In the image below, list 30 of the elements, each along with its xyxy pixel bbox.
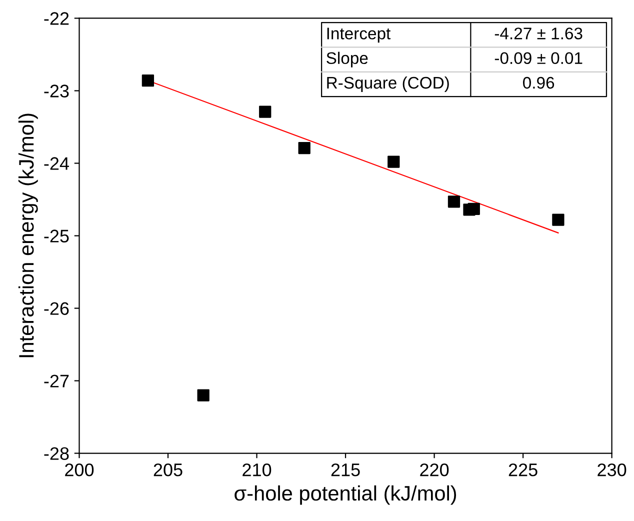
x-tick-label: 220 xyxy=(420,463,449,476)
x-tick-label: 200 xyxy=(65,463,94,476)
x-tick-label: 215 xyxy=(331,463,360,476)
x-tick-label: 210 xyxy=(242,463,272,476)
point xyxy=(552,214,564,226)
point xyxy=(448,196,460,208)
annotation: 0.96 xyxy=(523,76,554,89)
annotation: R-Square (COD) xyxy=(327,76,449,92)
y-tick-label: -25 xyxy=(44,230,69,242)
y-tick-label: -22 xyxy=(44,12,69,25)
point xyxy=(388,156,400,168)
point xyxy=(197,389,210,402)
y-tick-label: -23 xyxy=(44,84,69,98)
point xyxy=(468,202,480,215)
y-axis-title: Interaction energy (kJ/mol) xyxy=(18,114,38,358)
annotation: -4.27 ± 1.63 xyxy=(494,28,582,40)
point xyxy=(259,106,272,118)
point xyxy=(298,142,310,154)
x-axis-title: σ-hole potential (kJ/mol) xyxy=(234,485,456,505)
annotation: Intercept xyxy=(327,28,391,43)
y-tick-label: -26 xyxy=(44,302,69,315)
y-tick-label: -27 xyxy=(44,374,69,388)
y-tick-label: -28 xyxy=(44,447,69,460)
x-tick-label: 225 xyxy=(508,463,538,476)
x-tick-label: 205 xyxy=(154,463,182,476)
y-tick-label: -24 xyxy=(44,157,69,170)
point xyxy=(142,74,154,87)
annotation: -0.09 ± 0.01 xyxy=(494,52,582,64)
annotation: Slope xyxy=(326,52,368,68)
x-tick-label: 230 xyxy=(598,463,626,476)
